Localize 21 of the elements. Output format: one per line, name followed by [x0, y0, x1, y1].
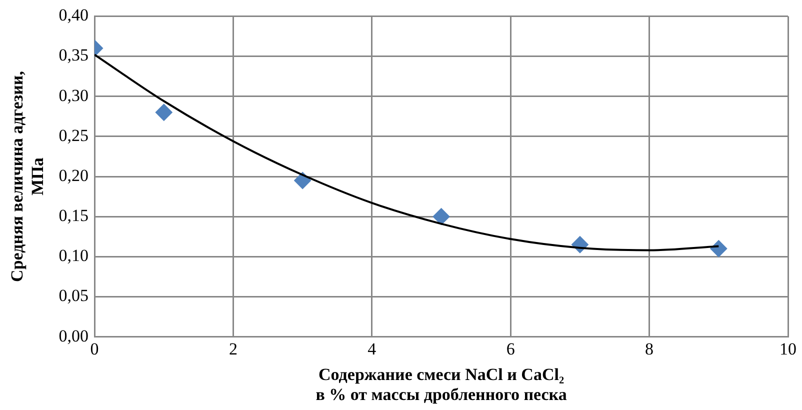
x-tick-label: 0	[90, 339, 99, 358]
y-tick-label: 0,05	[58, 286, 89, 306]
x-tick-label: 6	[506, 339, 515, 358]
point	[155, 104, 172, 121]
x-tick-label: 2	[228, 339, 238, 358]
y-tick-label: 0,10	[58, 246, 89, 266]
y-tick-label: 0,25	[58, 126, 89, 145]
x-axis-title: Содержание смеси NaCl и CaCl₂ в % от массы дробленного песка	[316, 364, 568, 404]
y-tick-label: 0,00	[58, 326, 89, 346]
point	[710, 240, 728, 258]
y-tick-label: 0,30	[58, 86, 89, 105]
y-tick-label: 0,15	[58, 206, 89, 226]
point	[432, 208, 450, 226]
x-tick-label: 10	[780, 339, 796, 358]
y-tick-label: 0,35	[58, 46, 89, 65]
x-tick-label: 8	[645, 339, 654, 358]
y-tick-label: 0,40	[58, 6, 89, 25]
x-tick-label: 4	[368, 339, 377, 358]
y-tick-label: 0,20	[58, 166, 89, 185]
y-axis-title: Средняя величина адгезии, МПа	[8, 71, 47, 282]
point	[294, 172, 312, 190]
